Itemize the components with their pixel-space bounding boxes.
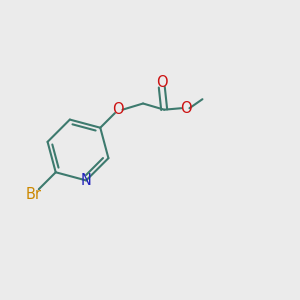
Text: Br: Br <box>26 187 41 202</box>
Text: N: N <box>81 173 92 188</box>
Text: O: O <box>156 75 168 90</box>
Text: O: O <box>180 101 191 116</box>
Text: O: O <box>112 102 124 117</box>
